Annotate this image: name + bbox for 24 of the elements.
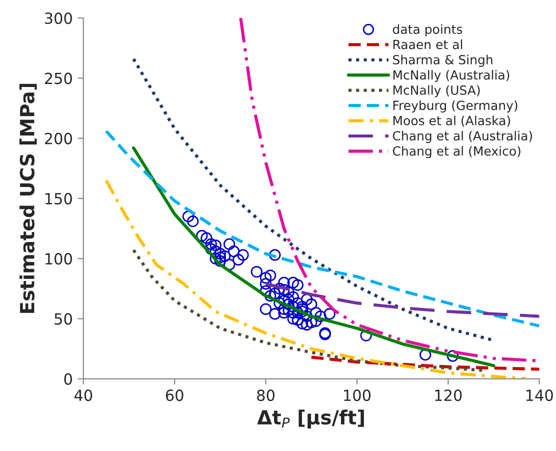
y-axis-title: Estimated UCS [MPa]: [19, 84, 37, 313]
legend-label: Freyburg (Germany): [393, 100, 518, 112]
legend-label: McNally (Australia): [393, 70, 510, 82]
y-tick-label: 300: [44, 12, 72, 24]
legend-label: Sharma & Singh: [393, 54, 492, 67]
x-tick-label: 100: [344, 390, 371, 402]
y-tick-label: 50: [54, 313, 72, 325]
x-axis-title: Δt$_{P}$ [μs/ft]: [257, 410, 364, 428]
legend-label: data points: [392, 24, 462, 36]
x-tick-label: 60: [166, 390, 184, 402]
legend-label: McNally (USA): [393, 85, 480, 98]
x-tick-label: 80: [257, 390, 274, 402]
y-tick-label: 100: [46, 253, 72, 265]
legend-label: Chang et al (Mexico): [392, 146, 520, 158]
x-tick-label: 140: [526, 390, 553, 402]
legend-label: Chang et al (Australia): [392, 130, 532, 143]
y-tick-label: 250: [44, 72, 72, 84]
y-tick-label: 200: [44, 132, 72, 144]
x-tick-label: 40: [74, 390, 92, 402]
y-tick-label: 0: [64, 373, 72, 385]
y-tick-label: 150: [46, 192, 72, 204]
legend-label: Raaen et al: [393, 40, 462, 50]
legend-label: Moos et al (Alaska): [393, 116, 510, 127]
x-tick-label: 120: [435, 390, 462, 402]
